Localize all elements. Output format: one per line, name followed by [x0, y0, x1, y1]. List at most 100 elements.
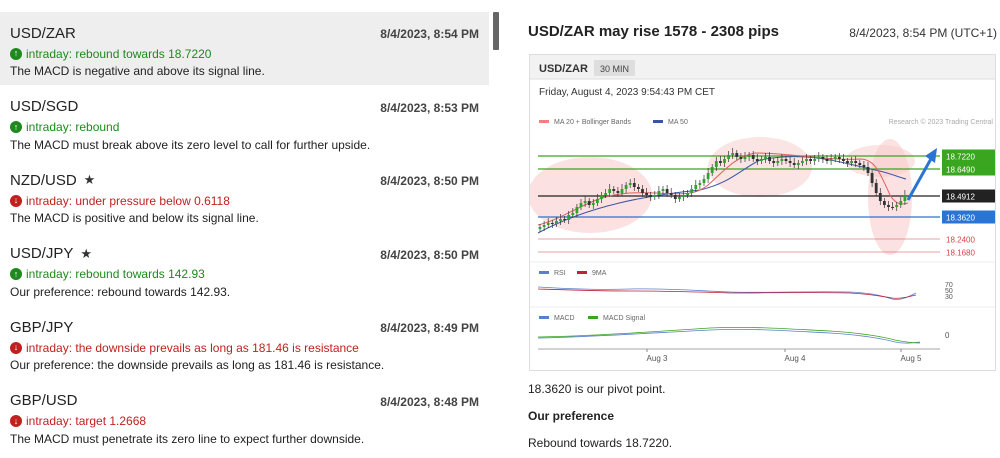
analysis-feed-list: USD/ZAR 8/4/2023, 8:54 PM ↑ intraday: rebou…	[0, 0, 490, 458]
candle-body	[760, 159, 763, 161]
feed-scrollbar[interactable]	[493, 12, 499, 50]
rsi-line	[537, 286, 917, 300]
arrow-up-circle-icon: ↑	[10, 121, 22, 133]
candle-body	[755, 159, 759, 161]
candle-body	[747, 155, 751, 157]
analysis-detail-panel: USD/ZAR may rise 1578 - 2308 pips 8/4/20…	[528, 0, 1000, 458]
candle-body	[698, 183, 702, 185]
level-label: 18.7220	[946, 153, 975, 162]
analysis-title: USD/ZAR may rise 1578 - 2308 pips	[528, 23, 779, 40]
candle-body	[686, 193, 689, 195]
feed-item-time: 8/4/2023, 8:54 PM	[380, 27, 479, 41]
forecast-arrow	[906, 156, 934, 201]
feed-item-time: 8/4/2023, 8:50 PM	[380, 174, 479, 188]
chart-datetime: Friday, August 4, 2023 9:54:43 PM CET	[539, 87, 715, 98]
level-label: 18.4912	[946, 193, 975, 202]
candle-body	[665, 189, 669, 193]
candle-body	[546, 223, 550, 225]
candle-body	[583, 201, 587, 203]
candle-body	[669, 193, 673, 195]
candle-body	[600, 195, 603, 199]
feed-item[interactable]: USD/JPY ★ 8/4/2023, 8:50 PM ↑ intraday: rebo…	[0, 233, 489, 306]
bb-legend-label: MA 20 + Bollinger Bands	[554, 119, 631, 126]
candle-body	[632, 183, 636, 187]
feed-item-description: The MACD must penetrate its zero line to…	[10, 431, 365, 446]
candle-body	[862, 165, 866, 167]
feed-item-symbol-row: USD/SGD	[10, 98, 479, 116]
candle-body	[702, 179, 706, 183]
level-tag-target	[942, 162, 995, 176]
macd-legend-label: MACD	[554, 315, 575, 322]
candle-body	[858, 163, 862, 165]
candle-body	[846, 161, 849, 163]
feed-item[interactable]: GBP/USD 8/4/2023, 8:48 PM ↓ intraday: targe…	[0, 380, 489, 453]
candle-body	[751, 155, 755, 159]
star-icon[interactable]: ★	[83, 172, 96, 187]
candle-body	[723, 159, 726, 163]
pivot-text: 18.3620 is our pivot point.	[528, 382, 666, 396]
candle-body	[805, 159, 808, 161]
candle-body	[817, 157, 821, 159]
candle-body	[706, 173, 710, 179]
analysis-chart: USD/ZAR 30 MIN Friday, August 4, 2023 9:…	[529, 54, 996, 371]
candle-body	[788, 161, 792, 163]
level-label: 18.3620	[946, 214, 975, 223]
macd-zero-tick: 0	[945, 331, 950, 340]
candle-body	[850, 161, 853, 163]
candle-body	[678, 197, 681, 199]
candle-body	[563, 219, 566, 220]
candle-body	[661, 189, 665, 191]
feed-item[interactable]: USD/SGD 8/4/2023, 8:53 PM ↑ intraday: rebou…	[0, 86, 489, 159]
level-tag-last	[942, 189, 995, 203]
feed-item-symbol: USD/SGD	[10, 98, 79, 115]
feed-item-symbol: NZD/USD	[10, 171, 77, 189]
candle-body	[792, 163, 796, 165]
feed-item-trend-label: intraday: rebound towards 142.93	[26, 267, 205, 281]
candle-body	[809, 159, 812, 161]
candle-body	[555, 221, 558, 224]
candle-body	[657, 191, 661, 195]
rsi-tick-label: 50	[945, 288, 953, 295]
candle-body	[796, 163, 800, 165]
candle-body	[833, 157, 837, 159]
feed-item-trend: ↑ intraday: rebound	[10, 120, 479, 135]
candle-body	[895, 205, 899, 207]
feed-item-trend: ↓ intraday: target 1.2668	[10, 414, 479, 429]
feed-item-description: The MACD is negative and above its signa…	[10, 64, 265, 78]
candle-body	[624, 185, 628, 189]
candle-body	[604, 193, 607, 195]
candle-body	[637, 187, 640, 189]
chart-timeframe: 30 MIN	[600, 64, 629, 74]
preference-heading: Our preference	[528, 409, 615, 423]
level-label: 18.1680	[946, 249, 975, 258]
candle-body	[542, 225, 546, 227]
candle-body	[784, 159, 788, 161]
rsi-ma-line	[537, 288, 917, 299]
candle-body	[870, 173, 874, 183]
timeframe-badge	[594, 60, 635, 76]
chart-symbol: USD/ZAR	[539, 63, 588, 75]
candle-body	[710, 167, 714, 173]
feed-item-trend: ↑ intraday: rebound towards 142.93	[10, 267, 479, 282]
feed-item[interactable]: GBP/JPY 8/4/2023, 8:49 PM ↓ intraday: the d…	[0, 306, 489, 379]
candle-body	[768, 157, 771, 161]
level-tag-pivot	[942, 210, 995, 224]
feed-item-symbol-row: GBP/JPY	[10, 318, 479, 336]
candle-body	[821, 157, 825, 159]
feed-item-trend: ↓ intraday: the downside prevails as long…	[10, 340, 479, 355]
candle-body	[694, 185, 698, 189]
candle-body	[829, 159, 833, 161]
level-tag-target	[942, 149, 995, 163]
star-icon[interactable]: ★	[80, 245, 93, 261]
candle-body	[596, 199, 599, 203]
candle-body	[813, 159, 817, 161]
feed-item[interactable]: USD/ZAR 8/4/2023, 8:54 PM ↑ intraday: rebou…	[0, 12, 489, 85]
feed-item-trend-label: intraday: rebound towards 18.7220	[26, 46, 212, 61]
feed-item-trend-label: intraday: target 1.2668	[26, 414, 147, 428]
candle-body	[887, 205, 890, 207]
candle-body	[682, 195, 685, 197]
candle-body	[854, 161, 858, 163]
price-levels: 18.7220 18.6490 18.4912 18.3620 18.2400 18.16…	[538, 149, 995, 258]
feed-item[interactable]: NZD/USD ★ 8/4/2023, 8:50 PM ↓ intraday: unde…	[0, 159, 489, 232]
